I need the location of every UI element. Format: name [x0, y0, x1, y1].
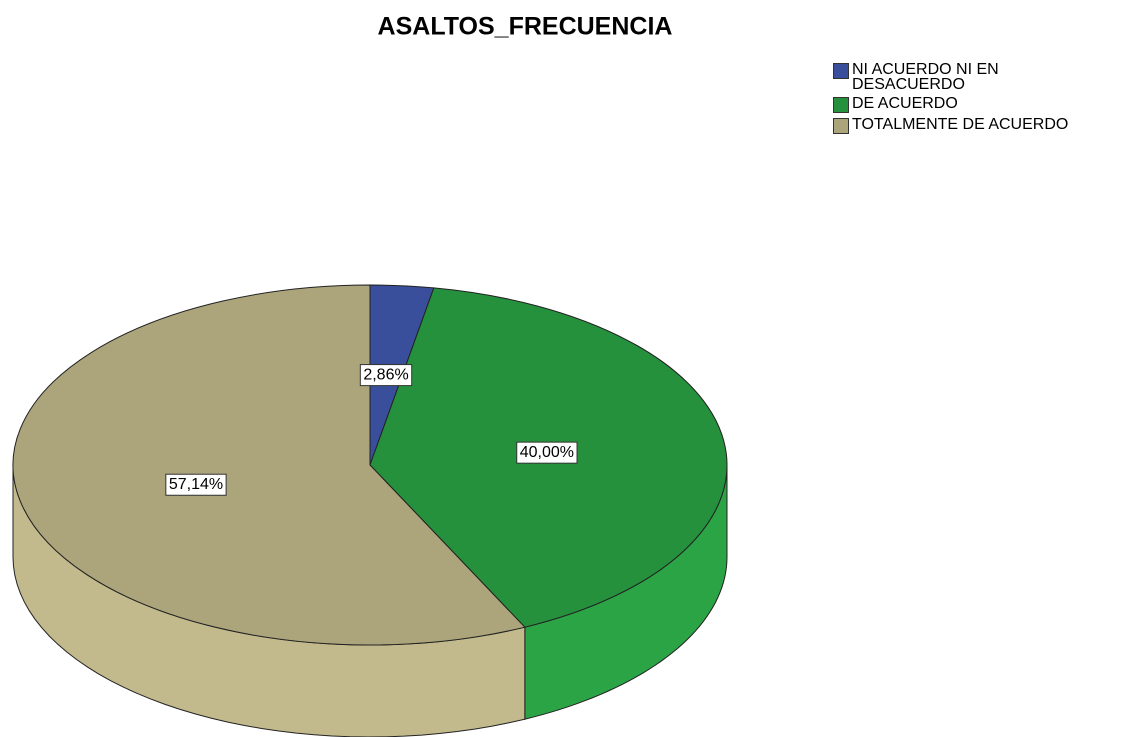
data-label: 40,00%: [516, 441, 578, 464]
legend-swatch: [833, 118, 849, 134]
legend-item: NI ACUERDO NI EN DESACUERDO: [833, 61, 1068, 93]
legend-swatch: [833, 97, 849, 113]
legend-label: DE ACUERDO: [852, 95, 958, 112]
legend: NI ACUERDO NI EN DESACUERDO DE ACUERDO TOT…: [833, 62, 1068, 138]
legend-swatch: [833, 63, 849, 79]
chart-title: ASALTOS_FRECUENCIA: [378, 13, 673, 41]
legend-label: NI ACUERDO NI EN DESACUERDO: [852, 61, 999, 93]
legend-label: TOTALMENTE DE ACUERDO: [852, 116, 1069, 133]
data-label-box: [165, 473, 227, 496]
data-label-text: 2,86%: [363, 367, 408, 384]
legend-item: TOTALMENTE DE ACUERDO: [833, 117, 1068, 134]
data-label-box: [359, 364, 413, 387]
data-label-text: 57,14%: [169, 476, 223, 493]
data-label: 2,86%: [359, 364, 413, 387]
data-label-text: 40,00%: [520, 444, 574, 461]
legend-item: DE ACUERDO: [833, 96, 1068, 113]
data-label: 57,14%: [165, 473, 227, 496]
data-label-box: [516, 441, 578, 464]
pie-slice: [12, 284, 526, 646]
